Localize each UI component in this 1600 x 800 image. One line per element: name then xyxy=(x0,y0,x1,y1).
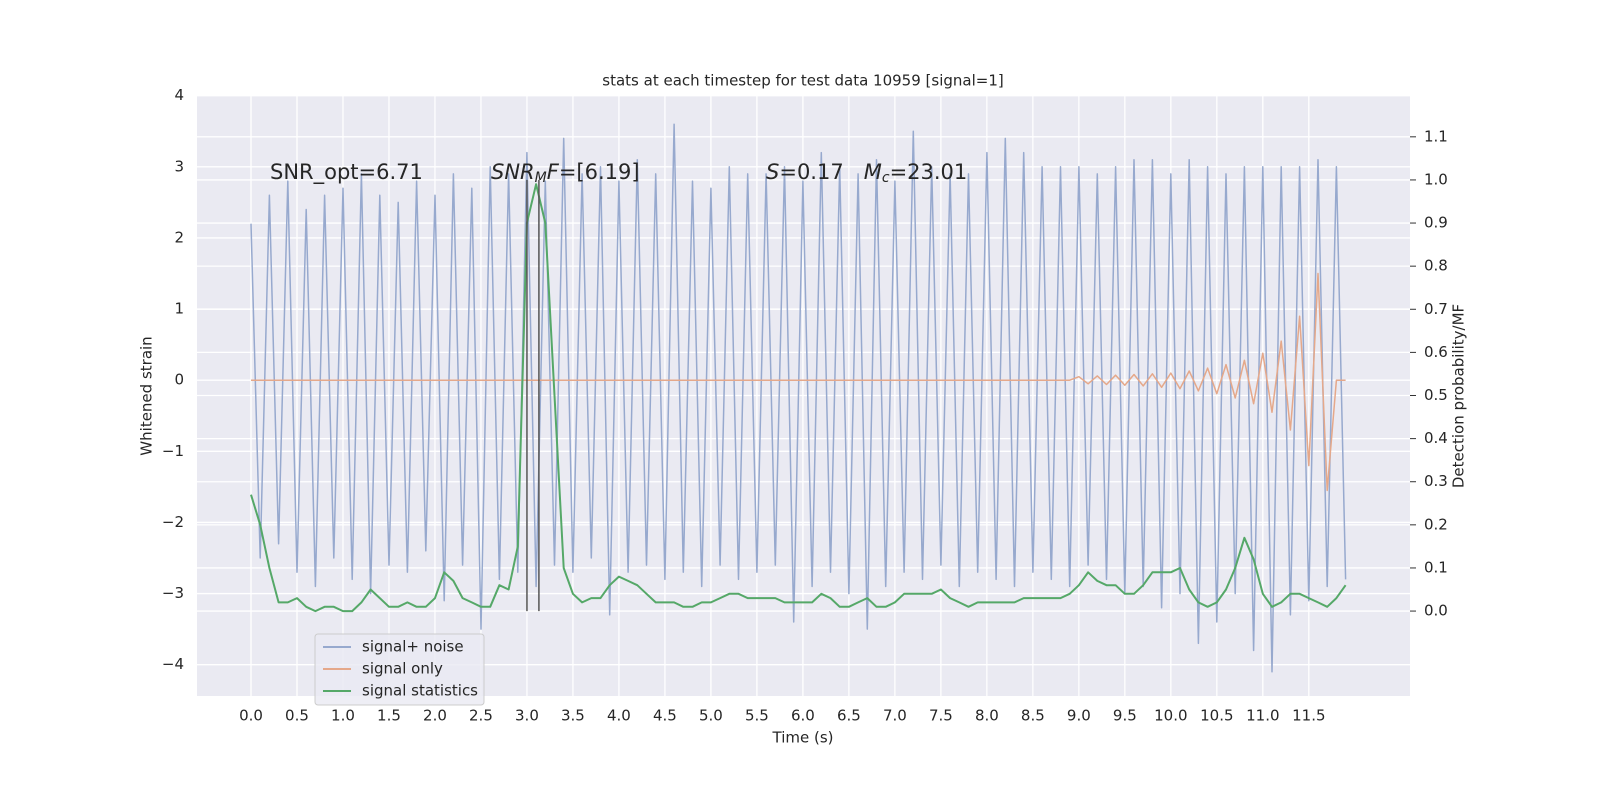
x-tick-label: 1.0 xyxy=(331,707,355,725)
x-tick-label: 3.0 xyxy=(515,707,539,725)
x-tick-label: 0.5 xyxy=(285,707,309,725)
legend-box xyxy=(314,633,485,706)
annotation-part: SNR xyxy=(491,160,535,184)
y2-tick-label: 0.5 xyxy=(1424,386,1448,404)
y2-tick-label: 0.8 xyxy=(1424,257,1448,275)
series-line xyxy=(251,272,1346,492)
legend-label: signal only xyxy=(362,660,443,678)
x-tick-label: 4.0 xyxy=(607,707,631,725)
marks xyxy=(250,123,1347,673)
y2-tick-label: 0.9 xyxy=(1424,214,1448,232)
annotation-part: M xyxy=(864,160,882,184)
x-tick-label: 11.5 xyxy=(1292,707,1325,725)
legend-label: signal+ noise xyxy=(362,638,464,656)
y2-tick-label: 0.3 xyxy=(1424,472,1448,490)
y-tick-label: −2 xyxy=(162,513,184,531)
y-tick-label: 3 xyxy=(174,157,184,175)
x-axis-label: Time (s) xyxy=(772,729,834,747)
x-tick-label: 5.0 xyxy=(699,707,723,725)
y-tick-label: 2 xyxy=(174,228,184,246)
chart-title: stats at each timestep for test data 109… xyxy=(602,72,1003,90)
annotation-part: c xyxy=(882,170,890,186)
x-tick-label: 7.5 xyxy=(929,707,953,725)
annotation-part: =0.17 xyxy=(779,160,863,184)
y-tick-label: −4 xyxy=(162,655,184,673)
y-tick-label: −1 xyxy=(162,442,184,460)
y2-tick-label: 1.0 xyxy=(1424,170,1448,188)
x-tick-label: 10.5 xyxy=(1200,707,1233,725)
y2-tick-label: 0.6 xyxy=(1424,343,1448,361)
y2-axis-label: Detection probability/MF xyxy=(1450,304,1468,488)
y2-tick-label: 0.4 xyxy=(1424,429,1448,447)
y2-tick-label: 0.1 xyxy=(1424,558,1448,576)
annotation-part: S xyxy=(766,160,779,184)
labels: 0.0 0.5 1.0 1.5 2.0 2.5 3.0 3.5 4.0 4.5 5.0 5.5 6.0 6… xyxy=(162,86,1448,724)
annotation-part: SNR_opt=6.71 xyxy=(270,160,423,185)
x-tick-label: 8.5 xyxy=(1021,707,1045,725)
annotation-part: F xyxy=(547,160,560,184)
annotation: SNR_opt=6.71 xyxy=(270,160,423,185)
x-tick-label: 9.5 xyxy=(1113,707,1137,725)
x-tick-label: 0.0 xyxy=(239,707,263,725)
annotation: SNRMF=[6.19] xyxy=(491,160,640,186)
series-line xyxy=(250,123,1347,673)
x-tick-label: 5.5 xyxy=(745,707,769,725)
annotation-part: =[6.19] xyxy=(559,160,640,184)
x-tick-label: 7.0 xyxy=(883,707,907,725)
x-tick-label: 10.0 xyxy=(1154,707,1187,725)
y-tick-label: 0 xyxy=(174,371,184,389)
x-tick-label: 1.5 xyxy=(377,707,401,725)
legend-label: signal statistics xyxy=(362,682,478,700)
x-tick-label: 6.0 xyxy=(791,707,815,725)
series-line xyxy=(250,183,1347,613)
y2-tick-label: 0.7 xyxy=(1424,300,1448,318)
x-tick-label: 8.0 xyxy=(975,707,999,725)
x-tick-label: 11.0 xyxy=(1246,707,1279,725)
x-tick-label: 2.5 xyxy=(469,707,493,725)
x-tick-label: 4.5 xyxy=(653,707,677,725)
y-axis-label: Whitened strain xyxy=(138,336,156,455)
y2-tick-label: 0.2 xyxy=(1424,515,1448,533)
annotation: S=0.17 Mc=23.01 xyxy=(766,160,967,186)
y2-tick-label: 0.0 xyxy=(1424,602,1448,620)
y-tick-label: −3 xyxy=(162,584,184,602)
annotation-part: =23.01 xyxy=(890,160,968,184)
x-tick-label: 9.0 xyxy=(1067,707,1091,725)
x-tick-label: 2.0 xyxy=(423,707,447,725)
x-tick-label: 3.5 xyxy=(561,707,585,725)
annotation-part: M xyxy=(535,170,547,186)
y-tick-label: 4 xyxy=(174,86,184,104)
y2-tick-label: 1.1 xyxy=(1424,127,1448,145)
x-tick-label: 6.5 xyxy=(837,707,861,725)
y-tick-label: 1 xyxy=(174,300,184,318)
